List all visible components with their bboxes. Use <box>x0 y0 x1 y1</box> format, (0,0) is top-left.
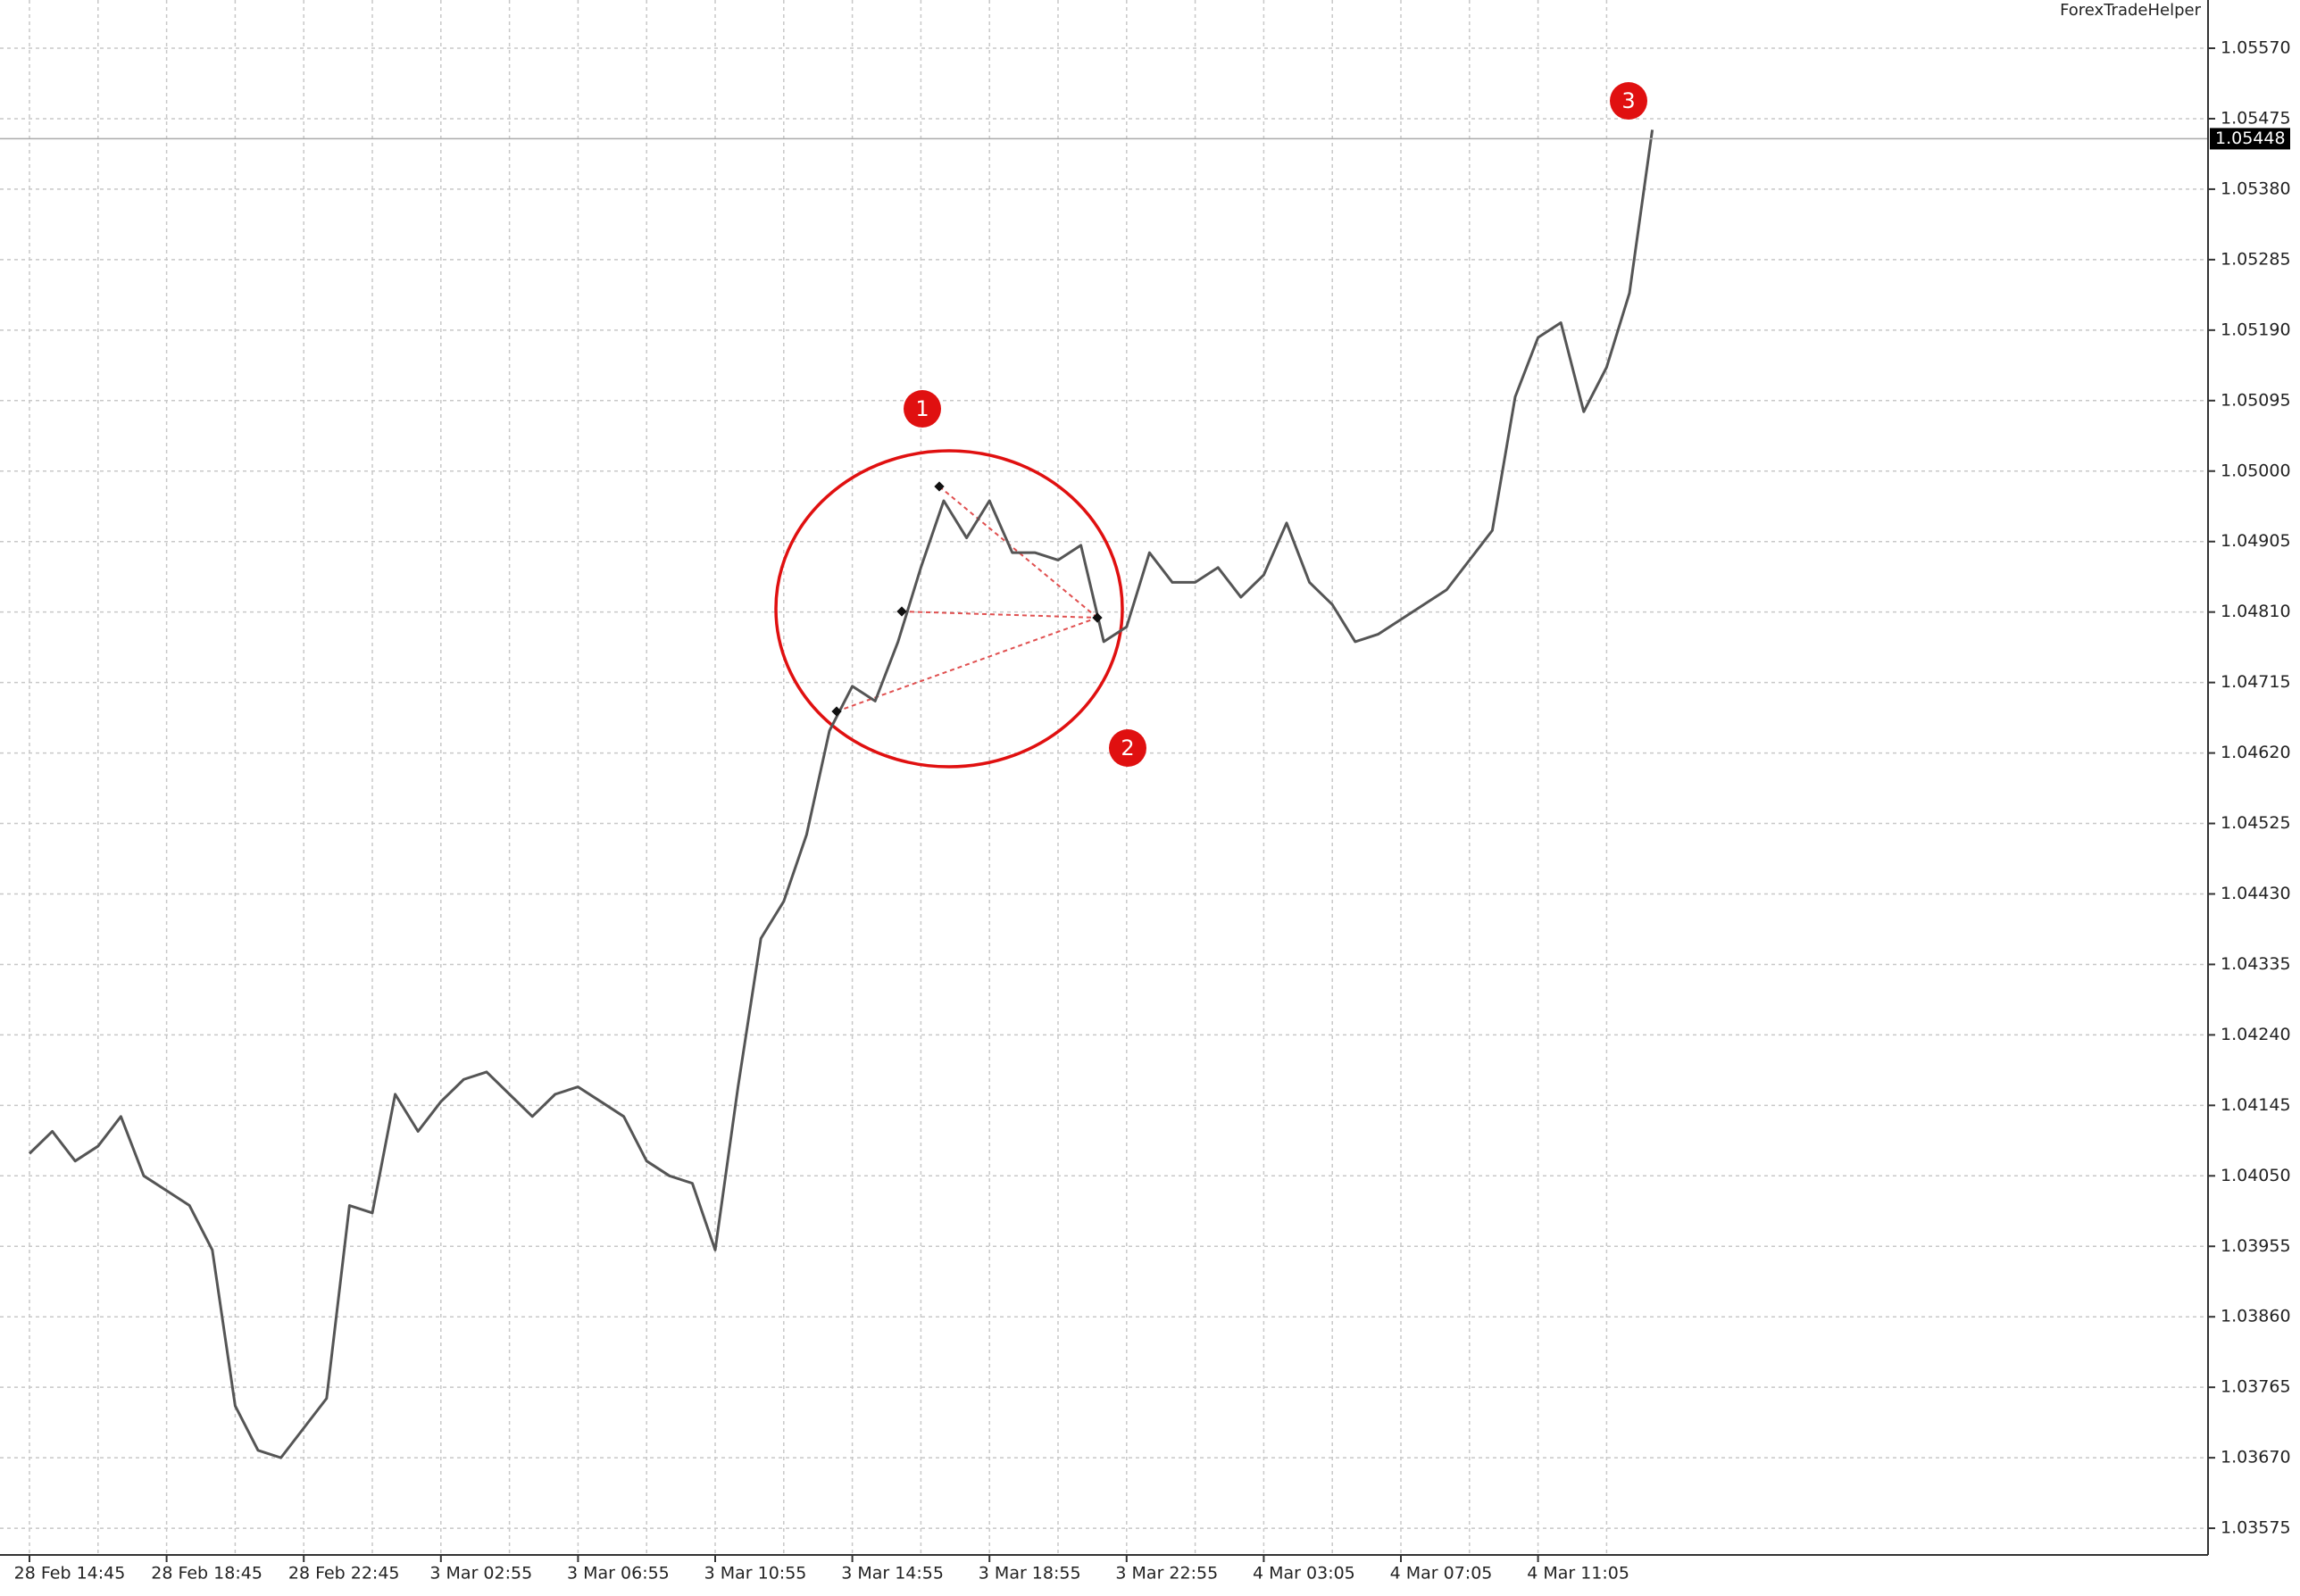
annotation-marker <box>1109 729 1146 767</box>
y-tick-label: 1.04335 <box>2221 954 2291 974</box>
y-tick-label: 1.05570 <box>2221 38 2291 58</box>
y-tick-label: 1.04715 <box>2221 672 2291 692</box>
pattern-lines <box>836 486 1098 712</box>
x-tick-label: 3 Mar 18:55 <box>979 1564 1081 1584</box>
pattern-point <box>934 481 945 492</box>
x-tick-label: 3 Mar 06:55 <box>567 1564 670 1584</box>
pattern-line <box>938 486 1098 619</box>
y-tick-label: 1.03670 <box>2221 1448 2291 1467</box>
annotation-label: 3 <box>1621 88 1635 113</box>
y-tick-label: 1.03765 <box>2221 1377 2291 1397</box>
x-tick-label: 28 Feb 14:45 <box>14 1564 126 1584</box>
plot <box>0 129 2208 1459</box>
y-tick-label: 1.03575 <box>2221 1518 2291 1538</box>
current-price-label: 1.05448 <box>2215 129 2286 148</box>
grid <box>0 0 2208 1555</box>
x-tick-label: 3 Mar 10:55 <box>704 1564 807 1584</box>
labels: 1.05570 1.05475 1.05380 1.05285 1.05190 1.050… <box>14 38 2291 1584</box>
x-tick-label: 4 Mar 11:05 <box>1527 1564 1629 1584</box>
pattern-line <box>836 617 1098 712</box>
annotation-marker <box>904 390 941 428</box>
y-tick-label: 1.03955 <box>2221 1236 2291 1256</box>
x-tick-label: 28 Feb 18:45 <box>151 1564 262 1584</box>
y-tick-label: 1.04145 <box>2221 1095 2291 1115</box>
pattern-point <box>831 706 842 717</box>
annotation-label: 2 <box>1121 736 1134 761</box>
y-tick-label: 1.05095 <box>2221 390 2291 410</box>
pattern-point <box>1092 612 1103 623</box>
x-tick-label: 4 Mar 03:05 <box>1253 1564 1355 1584</box>
x-tick-label: 28 Feb 22:45 <box>288 1564 400 1584</box>
x-tick-label: 3 Mar 14:55 <box>841 1564 944 1584</box>
y-tick-label: 1.04810 <box>2221 602 2291 621</box>
x-tick-label: 4 Mar 07:05 <box>1390 1564 1493 1584</box>
y-tick-label: 1.05190 <box>2221 320 2291 339</box>
annotation-marker <box>1610 82 1647 120</box>
y-tick-label: 1.04240 <box>2221 1025 2291 1044</box>
y-tick-label: 1.04905 <box>2221 531 2291 551</box>
y-tick-label: 1.04050 <box>2221 1166 2291 1185</box>
y-tick-label: 1.05380 <box>2221 179 2291 198</box>
pattern-point <box>896 606 907 617</box>
annotation-label: 1 <box>915 396 929 421</box>
y-tick-label: 1.03860 <box>2221 1307 2291 1326</box>
current-price-box <box>2210 128 2290 150</box>
y-tick-label: 1.05285 <box>2221 249 2291 269</box>
y-tick-label: 1.04430 <box>2221 884 2291 903</box>
highlight-ellipse <box>774 449 1124 769</box>
y-tick-label: 1.04620 <box>2221 743 2291 762</box>
y-tick-label: 1.05475 <box>2221 108 2291 128</box>
pattern-line <box>901 611 1098 619</box>
x-tick-label: 3 Mar 02:55 <box>429 1564 532 1584</box>
watermark: ForexTradeHelper <box>2060 1 2202 20</box>
x-tick-label: 3 Mar 22:55 <box>1115 1564 1218 1584</box>
price-line <box>28 129 1654 1459</box>
y-tick-label: 1.05000 <box>2221 461 2291 480</box>
y-tick-label: 1.04525 <box>2221 813 2291 833</box>
